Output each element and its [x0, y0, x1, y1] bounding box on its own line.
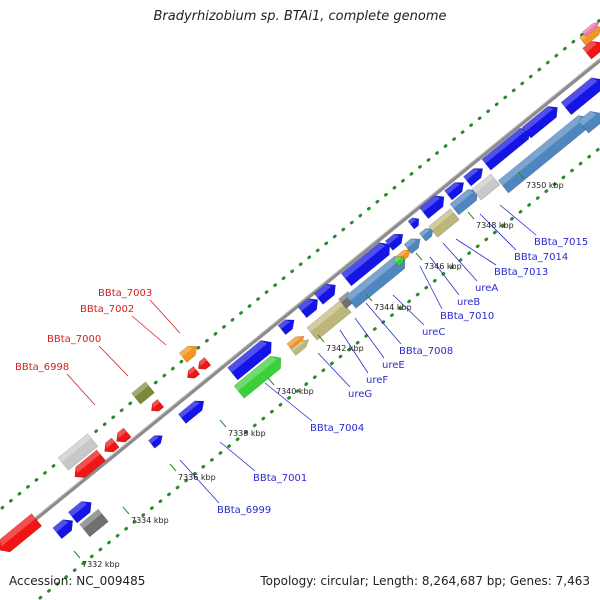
leader-line [499, 204, 537, 236]
leader-line [66, 373, 96, 406]
leader-line [98, 345, 129, 377]
gene-label-forward: BBta_7008 [399, 346, 453, 357]
gene-green-arrow [233, 355, 282, 399]
gene-bbta-7000-olive [131, 381, 155, 405]
gene-blue-arrow-14 [578, 111, 600, 134]
leader-line [131, 315, 167, 346]
gene-label-reverse: BBta_7003 [98, 288, 152, 299]
gene-urec-steel [345, 255, 406, 309]
inner-dotted-guide [38, 146, 600, 600]
leader-line [455, 238, 497, 266]
leader-line [179, 459, 220, 504]
gene-corner-red [582, 41, 600, 60]
ruler-label: 7332 kbp [82, 560, 120, 569]
gene-blue-arrow-13 [560, 77, 600, 116]
leader-line [264, 382, 313, 422]
gene-label-forward: ureC [422, 327, 445, 338]
gene-blue-arrow [67, 501, 92, 524]
gene-ureg-arrow [290, 339, 310, 356]
ruler-label: 7342 kbp [326, 344, 364, 353]
gene-dark-grey [79, 508, 109, 538]
accession-text: Accession: NC_009485 [9, 574, 146, 588]
genome-summary-text: Topology: circular; Length: 8,264,687 bp… [260, 574, 590, 588]
leader-line [429, 256, 460, 296]
gene-label-forward: BBta_7010 [440, 311, 494, 322]
gene-bbta-7008-arrow [340, 242, 390, 287]
gene-red-small-arrow-4 [198, 356, 212, 370]
gene-bbta-7013-khaki [428, 208, 460, 238]
gene-label-forward: BBta_7014 [514, 252, 568, 263]
ruler-label: 7344 kbp [374, 303, 412, 312]
leader-line [339, 329, 369, 374]
leader-line [392, 294, 425, 326]
ruler-label: 7338 kbp [228, 429, 266, 438]
gene-bbta-7002-arrow [187, 365, 201, 379]
gene-blue-arrow-12 [521, 106, 558, 139]
ruler-label: 7346 kbp [424, 262, 462, 271]
gene-label-forward: ureG [348, 389, 372, 400]
gene-label-forward: BBta_7015 [534, 237, 588, 248]
gene-blue-arrow-7 [407, 217, 420, 230]
gene-green-arrow-2 [393, 256, 405, 267]
gene-grey-bar [471, 173, 501, 201]
gene-red-arrow [74, 449, 106, 479]
gene-label-reverse: BBta_7000 [47, 334, 101, 345]
gene-label-forward: BBta_7004 [310, 423, 364, 434]
map-title: Bradyrhizobium sp. BTAi1, complete genom… [153, 9, 447, 24]
leader-line [219, 441, 256, 472]
gene-label-forward: ureA [475, 283, 498, 294]
gene-red-small-arrow [104, 437, 120, 453]
gene-label-forward: ureE [382, 360, 405, 371]
leader-line [149, 299, 181, 334]
gene-bbta-7004-arrow [227, 340, 272, 381]
tick-guides [0, 18, 600, 600]
gene-blue-arrow-4 [297, 298, 319, 319]
gene-red-small-arrow-2 [116, 427, 132, 443]
gene-corner-pink [582, 21, 600, 37]
gene-grey-arrow [57, 433, 99, 471]
genome-backbone [0, 58, 600, 550]
gene-label-reverse: BBta_6998 [15, 362, 69, 373]
ruler-label: 7334 kbp [131, 516, 169, 525]
leader-line [317, 352, 351, 388]
gene-blue-arrow-3 [277, 319, 295, 336]
gene-urea-steel [419, 228, 434, 242]
ruler-label: 7350 kbp [526, 181, 564, 190]
gene-label-forward: ureF [366, 375, 388, 386]
leader-line [365, 302, 402, 345]
gene-bbta-7003-arrow [178, 345, 198, 363]
gene-bbta-7014-steel [449, 189, 478, 216]
ruler-label: 7340 kbp [276, 387, 314, 396]
gene-blue-arrow-6 [384, 233, 404, 251]
ruler-label: 7348 kbp [476, 221, 514, 230]
leader-line [354, 317, 385, 359]
leader-line [479, 213, 517, 251]
leader-line [442, 242, 478, 282]
ruler-label: 7336 kbp [178, 473, 216, 482]
gene-blue-arrow-8 [419, 195, 445, 219]
gene-bbta-6998-arrow [0, 513, 43, 553]
outer-dotted-guide [0, 18, 600, 510]
gene-label-forward: BBta_7013 [494, 267, 548, 278]
gene-label-forward: BBta_7001 [253, 473, 307, 484]
gene-label-reverse: BBta_7002 [80, 304, 134, 315]
gene-blue-arrow-9 [444, 182, 465, 201]
gene-blue-arrow-10 [463, 168, 484, 187]
leader-line [419, 265, 443, 310]
gene-blue-arrow-5 [313, 283, 336, 305]
gene-ureb-steel [403, 238, 421, 255]
gene-label-forward: BBta_6999 [217, 505, 271, 516]
gene-bbta-6999-arrow [52, 519, 74, 540]
gene-red-small-arrow-3 [151, 398, 165, 412]
gene-bbta-7001-arrow [148, 435, 163, 449]
gene-uref-khaki [306, 299, 352, 341]
gene-blue-arrow-2 [178, 400, 205, 424]
gene-label-forward: ureB [457, 297, 480, 308]
